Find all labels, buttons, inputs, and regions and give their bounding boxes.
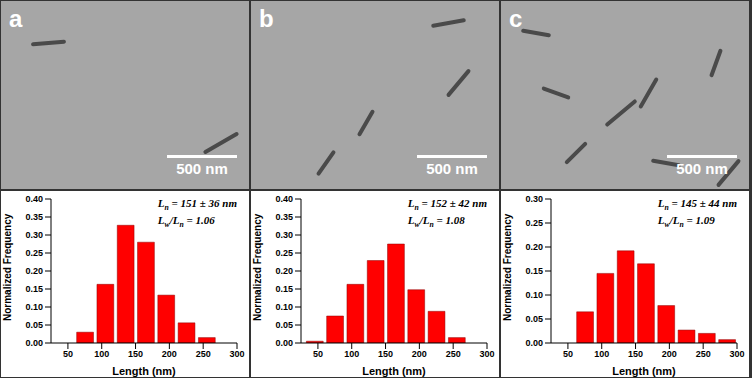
svg-text:150: 150 <box>628 349 643 359</box>
svg-text:0.40: 0.40 <box>275 194 293 204</box>
svg-text:0.20: 0.20 <box>25 266 43 276</box>
svg-text:0.20: 0.20 <box>275 266 293 276</box>
svg-text:0.30: 0.30 <box>525 194 543 204</box>
html-text:a: a <box>9 5 23 32</box>
svg-text:0.00: 0.00 <box>25 338 43 348</box>
html-text:c: c <box>509 5 523 32</box>
svg-text:0.30: 0.30 <box>25 230 43 240</box>
svg-text:0.10: 0.10 <box>525 290 543 300</box>
svg-text:50: 50 <box>63 349 73 359</box>
svg-text:100: 100 <box>94 349 109 359</box>
html-text:Ln= 152 ± 42 nm: Ln= 152 ± 42 nm <box>407 197 487 213</box>
svg-text:0.25: 0.25 <box>525 218 543 228</box>
svg-text:0.35: 0.35 <box>275 212 293 222</box>
html-text:Lw/ Ln= 1.08: Lw/ Ln= 1.08 <box>407 214 465 230</box>
svg-text:50: 50 <box>563 349 573 359</box>
html-text:Ln= 145 ± 44 nm: Ln= 145 ± 44 nm <box>657 197 737 213</box>
svg-text:250: 250 <box>696 349 711 359</box>
svg-text:250: 250 <box>196 349 211 359</box>
svg-text:150: 150 <box>378 349 393 359</box>
svg-text:Length (nm): Length (nm) <box>612 365 676 377</box>
svg-text:0.10: 0.10 <box>275 302 293 312</box>
html-text:Lw/ Ln= 1.09: Lw/ Ln= 1.09 <box>657 214 715 230</box>
svg-text:0.15: 0.15 <box>25 284 43 294</box>
svg-text:250: 250 <box>446 349 461 359</box>
svg-text:0.15: 0.15 <box>525 266 543 276</box>
svg-text:0.25: 0.25 <box>275 248 293 258</box>
html-text:500 nm: 500 nm <box>176 160 228 177</box>
svg-text:0.00: 0.00 <box>275 338 293 348</box>
svg-text:Normalized Frequency: Normalized Frequency <box>252 213 263 321</box>
svg-text:300: 300 <box>729 349 744 359</box>
svg-text:300: 300 <box>479 349 494 359</box>
svg-text:Normalized Frequency: Normalized Frequency <box>2 213 13 321</box>
svg-text:0.25: 0.25 <box>25 248 43 258</box>
svg-text:0.20: 0.20 <box>525 242 543 252</box>
svg-text:0.35: 0.35 <box>25 212 43 222</box>
html-text:Ln= 151 ± 36 nm: Ln= 151 ± 36 nm <box>157 197 237 213</box>
svg-text:Normalized Frequency: Normalized Frequency <box>502 213 513 321</box>
svg-text:0.00: 0.00 <box>525 338 543 348</box>
svg-text:300: 300 <box>229 349 244 359</box>
svg-text:0.15: 0.15 <box>275 284 293 294</box>
svg-text:100: 100 <box>594 349 609 359</box>
svg-text:0.05: 0.05 <box>25 320 43 330</box>
svg-text:0.40: 0.40 <box>25 194 43 204</box>
svg-text:150: 150 <box>128 349 143 359</box>
html-text:500 nm: 500 nm <box>676 160 728 177</box>
svg-text:200: 200 <box>412 349 427 359</box>
svg-text:0.10: 0.10 <box>25 302 43 312</box>
svg-text:0.05: 0.05 <box>525 314 543 324</box>
html-text:b: b <box>259 5 274 32</box>
svg-text:0.05: 0.05 <box>275 320 293 330</box>
svg-text:200: 200 <box>662 349 677 359</box>
svg-text:0.30: 0.30 <box>275 230 293 240</box>
svg-text:Length (nm): Length (nm) <box>112 365 176 377</box>
html-text:500 nm: 500 nm <box>426 160 478 177</box>
svg-text:Length (nm): Length (nm) <box>362 365 426 377</box>
svg-text:200: 200 <box>162 349 177 359</box>
html-text:Lw/ Ln= 1.06: Lw/ Ln= 1.06 <box>157 214 215 230</box>
svg-text:100: 100 <box>344 349 359 359</box>
svg-text:50: 50 <box>313 349 323 359</box>
